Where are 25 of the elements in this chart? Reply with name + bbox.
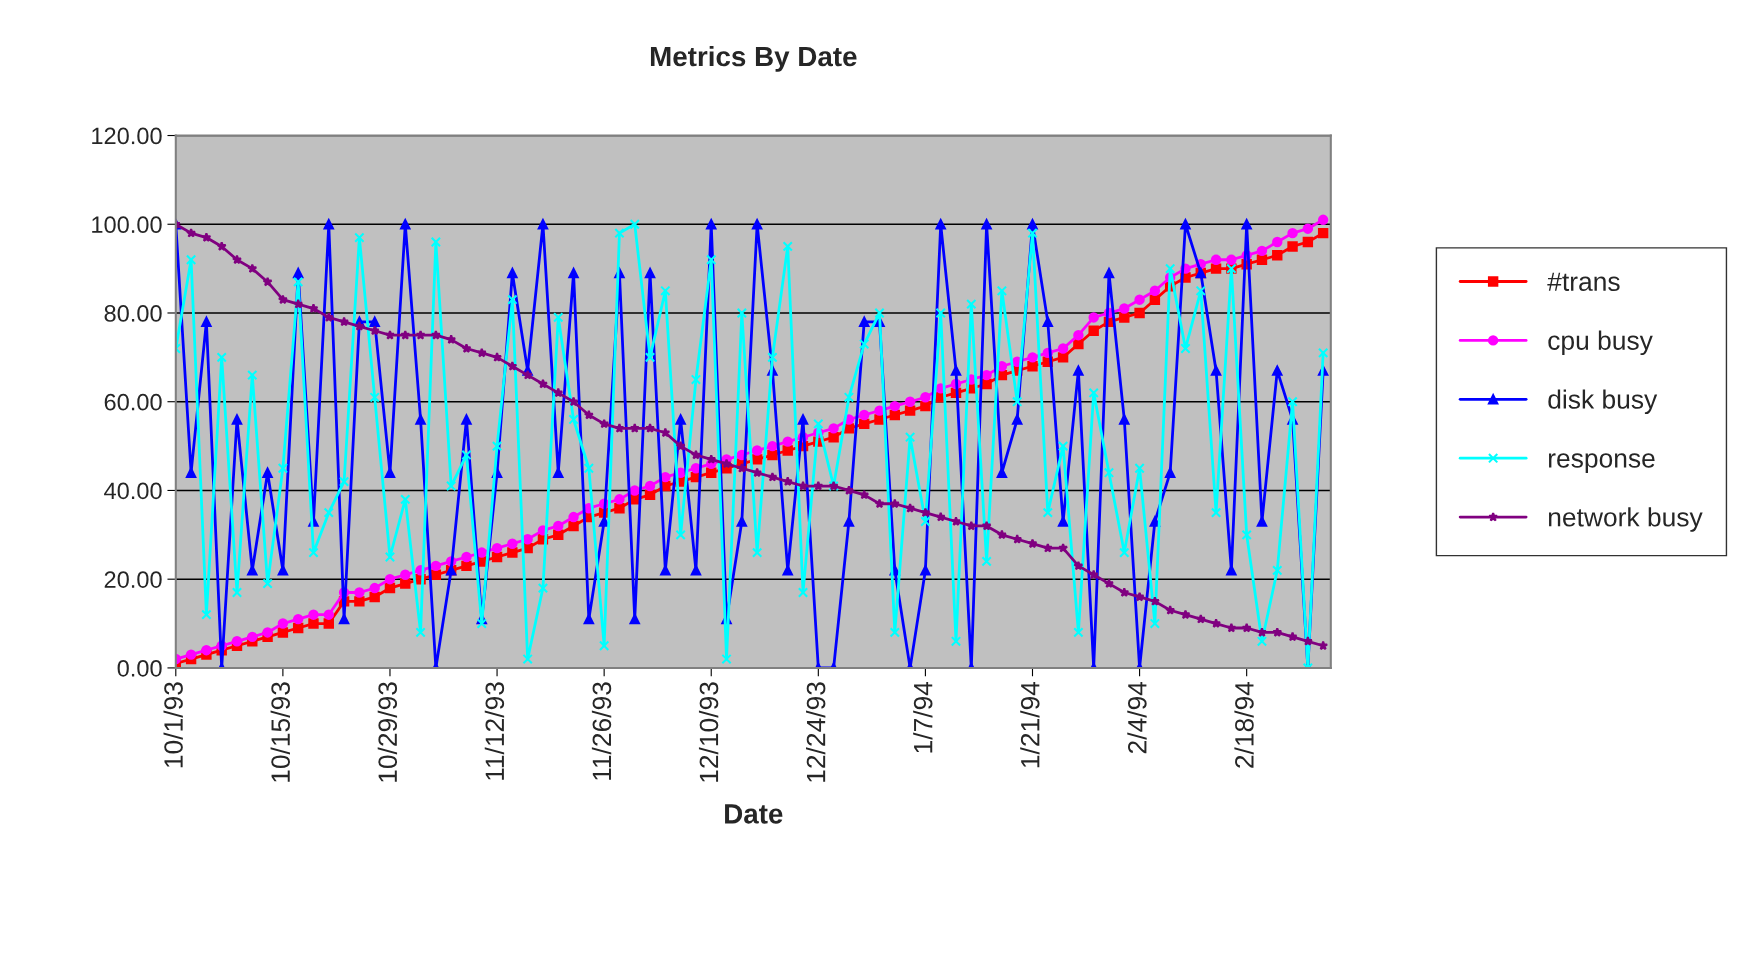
legend-label: network busy (1548, 507, 1703, 532)
y-tick-label: 80.00 (104, 305, 162, 322)
x-tick-label: 10/29/93 (377, 682, 398, 782)
x-tick-label: 1/21/94 (1020, 681, 1040, 768)
x-tick-label: 1/7/94 (913, 681, 933, 753)
y-tick-label: 20.00 (104, 571, 162, 588)
x-tick-label: 2/4/94 (1127, 681, 1147, 754)
y-tick-label: 0.00 (117, 659, 162, 677)
x-tick-label: 11/26/93 (591, 682, 612, 780)
x-tick-label: 11/12/93 (484, 682, 505, 780)
legend-label: response (1548, 453, 1655, 473)
y-tick-label: 100.00 (92, 216, 162, 234)
x-tick-label: 10/15/93 (270, 682, 290, 782)
y-tick-label: 120.00 (92, 127, 162, 145)
legend-label: disk busy (1548, 389, 1658, 415)
x-tick-label: 12/24/93 (806, 682, 826, 782)
x-tick-label: 2/18/94 (1234, 681, 1254, 768)
legend-label: #trans (1547, 272, 1620, 291)
legend-label: cpu busy (1548, 330, 1653, 356)
y-tick-label: 40.00 (104, 482, 162, 500)
chart-title: Metrics By Date (650, 45, 857, 72)
x-axis-title: Date (725, 804, 783, 824)
y-tick-label: 60.00 (104, 393, 162, 411)
x-tick-label: 12/10/93 (698, 682, 719, 782)
x-tick-label: 10/1/93 (163, 682, 183, 768)
